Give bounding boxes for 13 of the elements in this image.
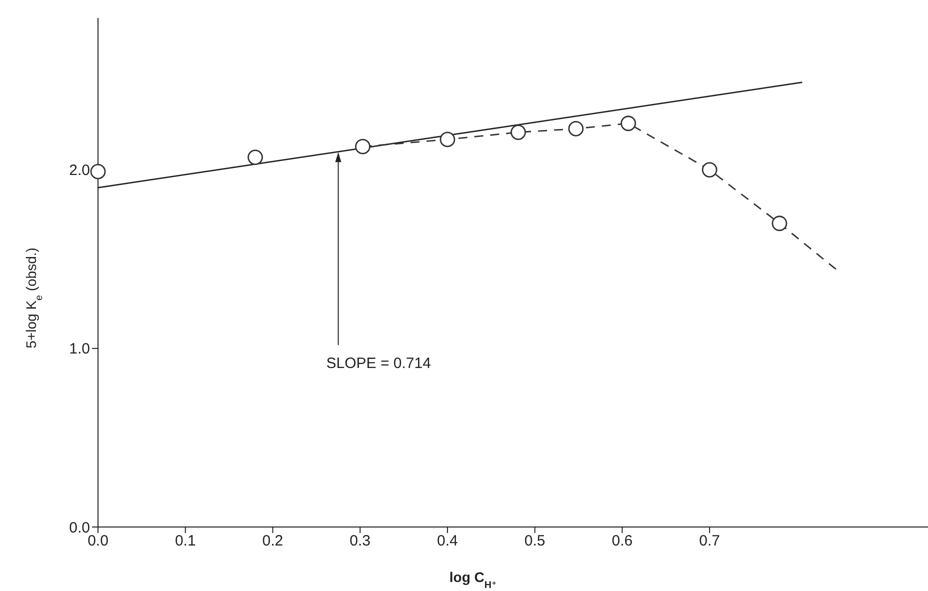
x-axis-title: log C$_{H⁺}$ <box>449 569 497 590</box>
x-tick-label: 0.4 <box>437 532 458 550</box>
x-tick-label: 0.7 <box>699 532 720 550</box>
y-tick-label: 2.0 <box>69 162 90 180</box>
annotation: SLOPE = 0.714 <box>326 355 431 372</box>
x-tick-label: 0.3 <box>350 532 371 550</box>
x-tick-label: 0.1 <box>174 532 196 550</box>
x-tick-label: 0.2 <box>262 532 284 550</box>
y-tick-label: 0.0 <box>69 519 90 536</box>
x-tick-label: 0.6 <box>612 532 633 550</box>
x-tick-label: 0.0 <box>88 532 108 550</box>
y-tick-label: 1.0 <box>69 340 90 358</box>
x-tick-label: 0.5 <box>524 532 546 550</box>
